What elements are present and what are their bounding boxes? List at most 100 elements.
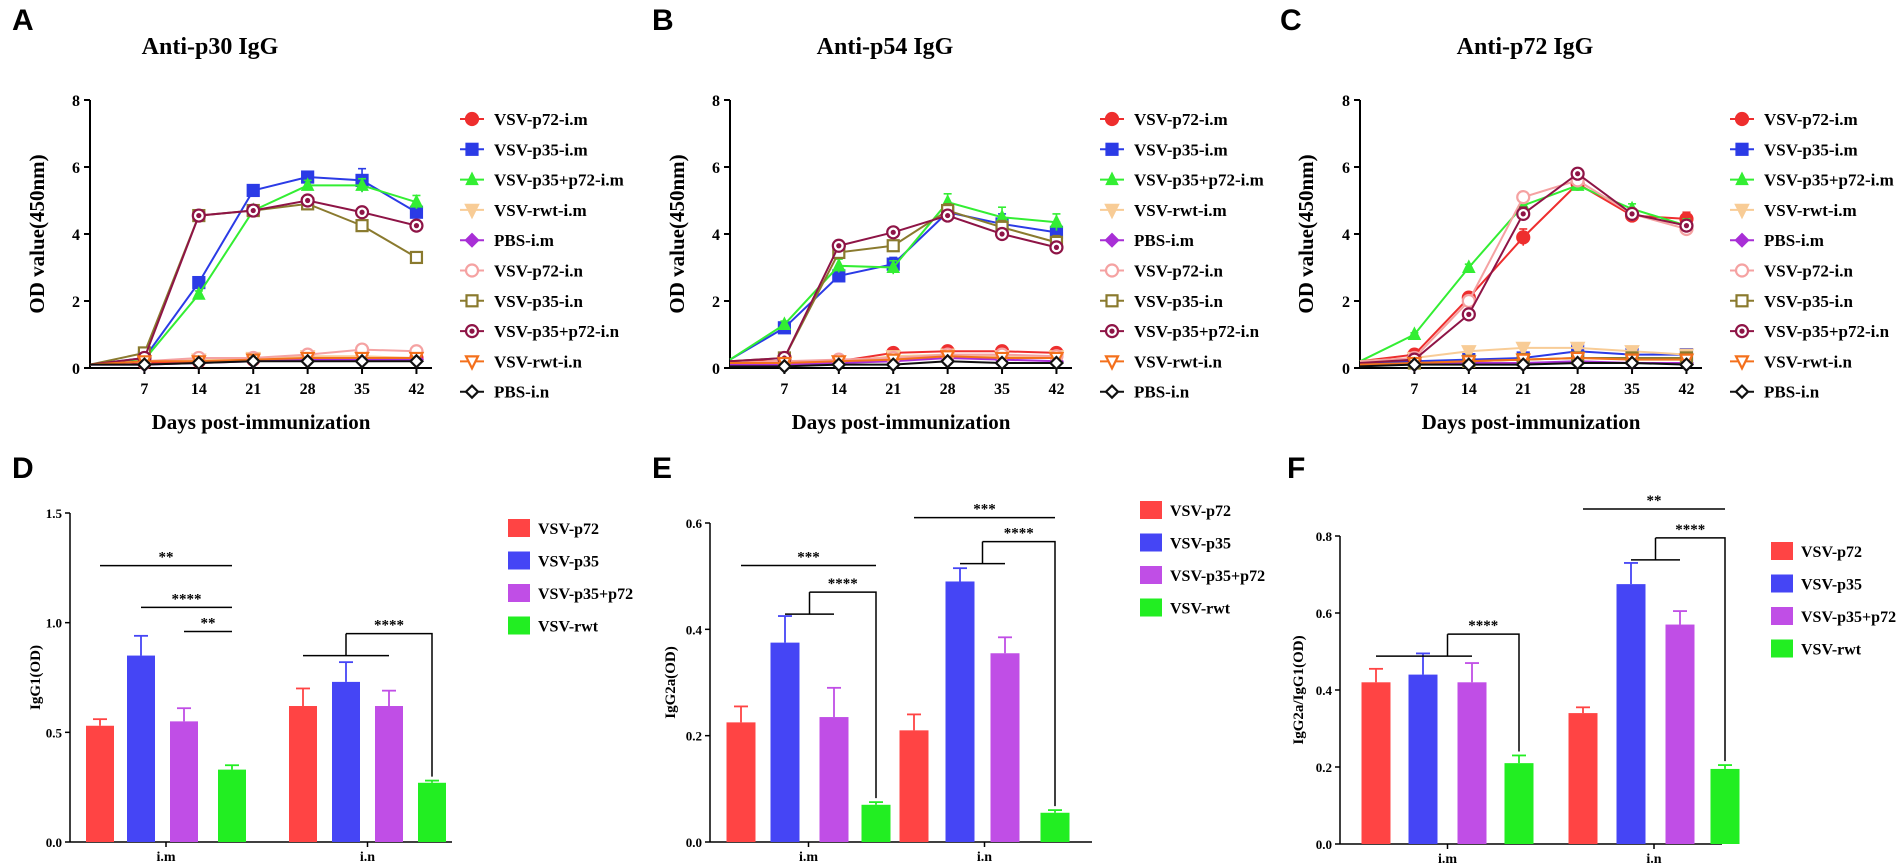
y-tick-label: 6 bbox=[712, 160, 720, 177]
data-point-core bbox=[999, 231, 1005, 237]
legend-item-pbs-i-n: PBS-i.n bbox=[1730, 383, 1820, 402]
significance: *** bbox=[741, 550, 876, 567]
legend-item-vsv-p35-p72-i-n: VSV-p35+p72-i.n bbox=[1100, 322, 1260, 341]
data-point bbox=[1624, 355, 1640, 371]
data-point-core bbox=[1683, 223, 1690, 229]
legend-swatch bbox=[1140, 533, 1162, 552]
legend-label: VSV-rwt-i.n bbox=[1764, 352, 1853, 371]
legend-item-vsv-p35: VSV-p35 bbox=[1140, 533, 1231, 553]
legend-label: VSV-p72-i.m bbox=[1764, 110, 1858, 129]
y-tick-label: 8 bbox=[72, 93, 80, 110]
y-tick-label: 0.4 bbox=[1316, 683, 1333, 698]
legend-marker bbox=[1105, 142, 1119, 156]
bar bbox=[1361, 682, 1391, 844]
y-tick-label: 6 bbox=[1342, 160, 1350, 177]
legend-marker bbox=[464, 203, 480, 220]
data-point-core bbox=[1629, 211, 1635, 217]
y-tick-label: 0.0 bbox=[686, 835, 702, 850]
y-axis-label: IgG2a/IgG1(OD) bbox=[1291, 635, 1307, 744]
legend-marker bbox=[464, 384, 480, 400]
legend-label: VSV-p35-i.m bbox=[494, 140, 588, 159]
x-tick-label: 28 bbox=[1570, 381, 1586, 398]
series-pbs-i-n bbox=[1359, 355, 1695, 373]
data-point bbox=[408, 353, 425, 369]
legend-label: VSV-rwt-i.m bbox=[1134, 201, 1227, 220]
x-axis-label: Days post-immunization bbox=[152, 410, 371, 434]
legend-marker-core bbox=[469, 328, 475, 334]
legend: VSV-p72-i.m VSV-p35-i.m VSV-p35+p72-i.m VSV… bbox=[1730, 110, 1894, 402]
legend-label: VSV-rwt-i.n bbox=[1134, 352, 1223, 371]
y-tick-label: 4 bbox=[1342, 227, 1350, 244]
data-point bbox=[776, 358, 792, 374]
legend-label: VSV-p35-i.m bbox=[1764, 140, 1858, 159]
x-tick-label: 21 bbox=[245, 381, 261, 398]
significance: ** bbox=[1583, 493, 1725, 510]
y-tick-label: 4 bbox=[712, 227, 720, 244]
legend-item-vsv-p35-p72: VSV-p35+p72 bbox=[1140, 566, 1265, 585]
legend-label: VSV-p35+p72-i.n bbox=[494, 322, 620, 341]
data-point bbox=[409, 250, 424, 265]
series-vsv-p35-i-n bbox=[89, 197, 424, 366]
chart-title: Anti-p72 IgG bbox=[1457, 34, 1594, 60]
legend-swatch bbox=[1140, 598, 1162, 617]
y-tick-label: 0.6 bbox=[686, 516, 703, 531]
legend-item-vsv-p35-i-m: VSV-p35-i.m bbox=[1100, 140, 1228, 159]
data-point-core bbox=[250, 207, 256, 214]
significance-label: **** bbox=[1675, 522, 1705, 538]
x-tick-label: 14 bbox=[831, 381, 847, 398]
bar bbox=[332, 681, 360, 842]
y-tick-label: 2 bbox=[72, 294, 80, 311]
data-point bbox=[1461, 345, 1477, 361]
legend-item-vsv-p72-i-n: VSV-p72-i.n bbox=[1730, 262, 1853, 281]
data-point bbox=[355, 219, 369, 233]
data-point bbox=[831, 357, 847, 373]
significance: **** bbox=[1376, 618, 1520, 752]
legend-item-pbs-i-n: PBS-i.n bbox=[460, 383, 550, 402]
x-tick-label: 7 bbox=[1410, 381, 1418, 398]
legend-marker bbox=[1104, 263, 1120, 278]
series-vsv-p35-p72-i-m bbox=[1359, 177, 1694, 363]
legend-swatch bbox=[508, 584, 530, 602]
series-vsv-p72 bbox=[86, 687, 317, 842]
y-tick-label: 0 bbox=[712, 361, 720, 378]
legend-marker bbox=[1105, 171, 1119, 186]
panel-f: F0.00.20.40.60.8i.m i.nIgG2a/IgG1(OD)****… bbox=[1287, 452, 1896, 867]
legend-item-vsv-rwt-i-n: VSV-rwt-i.n bbox=[1730, 352, 1853, 371]
y-tick-label: 0.2 bbox=[1316, 760, 1332, 775]
legend-item-vsv-p35-p72-i-m: VSV-p35+p72-i.m bbox=[460, 171, 624, 190]
legend-marker bbox=[1734, 355, 1750, 371]
series-vsv-p35-p72-i-n bbox=[729, 208, 1064, 366]
x-tick-label: 42 bbox=[1048, 381, 1064, 398]
x-tick-label: 28 bbox=[300, 381, 316, 398]
legend: VSV-p72-i.m VSV-p35-i.m VSV-p35+p72-i.m VSV… bbox=[460, 110, 624, 402]
bar bbox=[1616, 584, 1646, 844]
significance-line bbox=[982, 540, 1056, 807]
data-point bbox=[1678, 357, 1695, 373]
significance-label: ** bbox=[1647, 493, 1662, 509]
bar bbox=[861, 804, 891, 842]
legend-item-pbs-i-m: PBS-i.m bbox=[1100, 231, 1194, 250]
legend-item-vsv-p35-i-m: VSV-p35-i.m bbox=[460, 140, 588, 159]
legend-marker bbox=[1104, 384, 1120, 400]
significance-line bbox=[809, 591, 877, 799]
bar bbox=[726, 722, 756, 842]
data-point bbox=[246, 183, 260, 198]
chart-title: Anti-p30 IgG bbox=[142, 34, 279, 60]
legend-marker bbox=[1734, 203, 1750, 220]
series-pbs-i-n bbox=[730, 353, 1065, 374]
data-point bbox=[1049, 214, 1064, 228]
data-point bbox=[354, 353, 370, 369]
legend-label: VSV-rwt bbox=[538, 619, 599, 636]
legend-swatch bbox=[1771, 607, 1793, 625]
legend-swatch bbox=[1771, 542, 1793, 560]
bar bbox=[1568, 713, 1598, 844]
legend-label: VSV-p35+p72 bbox=[1170, 568, 1265, 585]
bar bbox=[170, 721, 198, 842]
bar bbox=[218, 769, 246, 842]
significance: **** bbox=[141, 591, 232, 609]
legend-label: VSV-rwt-i.m bbox=[1764, 201, 1857, 220]
series-vsv-p35-p72-i-n bbox=[89, 193, 424, 366]
data-point bbox=[136, 357, 152, 373]
legend-item-vsv-p35-i-n: VSV-p35-i.n bbox=[1100, 292, 1223, 311]
